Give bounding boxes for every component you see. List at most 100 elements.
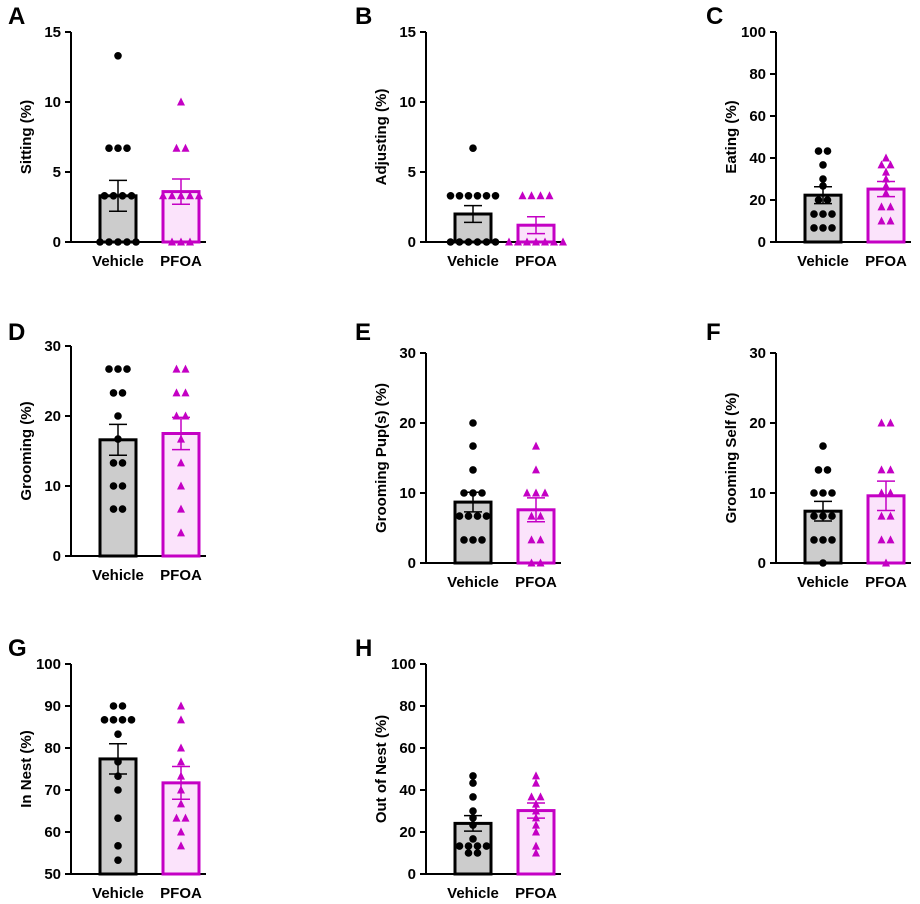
vehicle-point — [455, 192, 464, 200]
x-category-label: PFOA — [515, 885, 557, 902]
x-category-label: PFOA — [515, 574, 557, 591]
pfoa-point — [186, 237, 194, 246]
vehicle-point — [123, 238, 131, 246]
panel-d: D 0 10 20 30 Grooming (%) Vehicle PFOA — [8, 319, 206, 584]
vehicle-point — [819, 536, 827, 544]
y-axis-title: In Nest (%) — [18, 730, 35, 808]
panel-f: F 0 10 20 30 Grooming Self (%) Vehicle PFOA — [706, 319, 911, 591]
pfoa-point — [882, 188, 890, 197]
pfoa-point — [514, 237, 522, 246]
pfoa-point — [172, 388, 181, 397]
vehicle-point — [114, 238, 122, 246]
pfoa-point — [505, 237, 513, 246]
pfoa-point — [886, 418, 895, 427]
y-tick-label: 100 — [741, 24, 766, 41]
vehicle-point — [446, 238, 455, 246]
pfoa-point — [882, 153, 890, 162]
x-category-label: PFOA — [865, 574, 907, 591]
x-category-label: Vehicle — [92, 885, 144, 902]
vehicle-point — [482, 192, 491, 200]
y-tick-label: 20 — [749, 192, 766, 209]
y-tick-label: 0 — [408, 555, 416, 572]
pfoa-point — [532, 441, 540, 450]
pfoa-point — [168, 237, 176, 246]
y-tick-label: 15 — [44, 24, 61, 41]
vehicle-point — [810, 536, 818, 544]
pfoa-point — [532, 827, 540, 836]
y-axis-title: Grooming Self (%) — [723, 393, 740, 524]
vehicle-point — [482, 842, 491, 850]
y-tick-label: 20 — [749, 415, 766, 432]
pfoa-point — [886, 488, 895, 497]
pfoa-point — [882, 181, 890, 190]
vehicle-point — [114, 52, 122, 60]
y-tick-label: 80 — [44, 740, 61, 757]
vehicle-point — [819, 559, 827, 567]
pfoa-point — [177, 528, 185, 537]
vehicle-point — [109, 505, 118, 513]
pfoa-point — [536, 535, 545, 544]
bar-pfoa — [866, 187, 906, 244]
pfoa-point — [532, 488, 540, 497]
pfoa-point — [177, 743, 185, 752]
pfoa-point — [532, 813, 540, 822]
pfoa-point — [177, 191, 185, 200]
pfoa-point — [532, 465, 540, 474]
vehicle-point — [114, 412, 122, 420]
y-tick-label: 30 — [44, 338, 61, 355]
y-tick-label: 20 — [399, 824, 416, 841]
vehicle-point — [469, 807, 477, 815]
pfoa-point — [523, 237, 531, 246]
y-tick-label: 10 — [399, 94, 416, 111]
pfoa-point — [168, 191, 176, 200]
y-tick-label: 10 — [44, 94, 61, 111]
vehicle-point — [819, 175, 827, 183]
vehicle-point — [828, 210, 836, 218]
vehicle-point — [469, 419, 477, 427]
vehicle-point — [96, 238, 104, 246]
pfoa-point — [177, 504, 185, 513]
vehicle-point — [100, 716, 109, 724]
vehicle-point — [464, 238, 473, 246]
y-tick-label: 80 — [749, 66, 766, 83]
vehicle-point — [823, 466, 832, 474]
bar-vehicle — [453, 212, 493, 244]
vehicle-point — [473, 192, 482, 200]
vehicle-point — [118, 482, 127, 490]
vehicle-point — [819, 224, 827, 232]
vehicle-point — [828, 489, 836, 497]
pfoa-point — [527, 511, 536, 520]
panel-c: C 0 20 40 60 80 100 Eating (%) Vehicle PFOA — [706, 3, 911, 270]
vehicle-point — [109, 716, 118, 724]
vehicle-point — [114, 758, 122, 766]
pfoa-point — [177, 785, 185, 794]
vehicle-point — [482, 512, 491, 520]
pfoa-point — [518, 191, 527, 200]
y-tick-label: 5 — [408, 164, 416, 181]
x-category-label: PFOA — [160, 253, 202, 270]
pfoa-point — [886, 160, 895, 169]
y-tick-label: 100 — [391, 656, 416, 673]
panel-letter: H — [355, 635, 372, 662]
y-tick-label: 5 — [53, 164, 61, 181]
y-tick-label: 0 — [758, 555, 766, 572]
y-tick-label: 90 — [44, 698, 61, 715]
vehicle-point — [464, 192, 473, 200]
vehicle-point — [482, 238, 491, 246]
vehicle-point — [819, 512, 827, 520]
y-tick-label: 30 — [749, 345, 766, 362]
y-tick-label: 80 — [399, 698, 416, 715]
vehicle-point — [814, 196, 823, 204]
pfoa-point — [177, 458, 185, 467]
vehicle-point — [464, 512, 473, 520]
pfoa-point — [532, 841, 540, 850]
pfoa-point — [886, 465, 895, 474]
vehicle-point — [469, 772, 477, 780]
pfoa-point — [177, 757, 185, 766]
vehicle-point — [118, 192, 127, 200]
panel-b: B 0 5 10 15 Adjusting (%) Vehicle PFOA — [355, 3, 567, 270]
pfoa-point — [527, 535, 536, 544]
vehicle-point — [100, 192, 109, 200]
vehicle-point — [118, 702, 127, 710]
panel-g: G 50 60 70 80 90 100 In Nest (%) Vehicle PFOA — [8, 635, 206, 902]
